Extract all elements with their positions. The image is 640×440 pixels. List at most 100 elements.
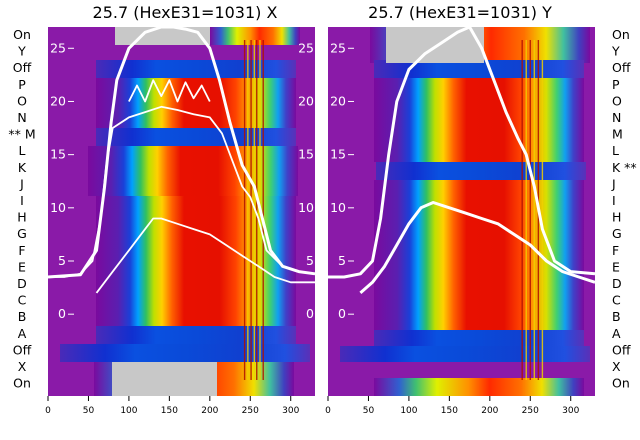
row-label-0: On bbox=[13, 27, 31, 42]
row-label-17: B bbox=[612, 309, 621, 324]
x-tick-label: 300 bbox=[562, 406, 579, 416]
x-tick-label: 150 bbox=[441, 406, 458, 416]
heatmap-band-4 bbox=[376, 162, 586, 180]
x-tick-label: 50 bbox=[83, 406, 95, 416]
y-tick-label: 25 bbox=[298, 40, 314, 55]
row-label-2: Off bbox=[612, 60, 631, 75]
x-tick-label: 200 bbox=[481, 406, 498, 416]
heatmap-band-4 bbox=[96, 128, 296, 146]
row-label-20: X bbox=[18, 359, 27, 374]
saturated-region bbox=[386, 27, 484, 63]
heatmap-band-5 bbox=[88, 146, 298, 196]
row-label-10: I bbox=[612, 193, 616, 208]
row-label-16: C bbox=[18, 293, 27, 308]
x-tick-label: 150 bbox=[161, 406, 178, 416]
row-label-6: ** M bbox=[8, 127, 35, 142]
heatmap-band-6 bbox=[96, 196, 296, 326]
y-tick-label: 5 bbox=[338, 253, 346, 268]
chart-title: 25.7 (HexE31=1031) Y bbox=[368, 3, 552, 22]
heatmap-band-2 bbox=[96, 60, 296, 78]
y-tick-label: 10 bbox=[330, 200, 346, 215]
heatmap-band-6 bbox=[374, 330, 584, 346]
row-label-9: J bbox=[19, 176, 24, 191]
row-label-17: B bbox=[18, 309, 27, 324]
row-label-1: Y bbox=[17, 44, 26, 59]
row-label-16: C bbox=[612, 293, 621, 308]
y-tick-label: 15 bbox=[330, 147, 346, 162]
y-tick-label: 5 bbox=[58, 253, 66, 268]
row-label-3: P bbox=[612, 77, 620, 92]
profile-curve-1 bbox=[47, 25, 316, 279]
row-label-5: N bbox=[612, 110, 621, 125]
row-label-8: K ** bbox=[612, 160, 637, 175]
x-tick-label: 300 bbox=[282, 406, 299, 416]
row-label-5: N bbox=[17, 110, 26, 125]
row-label-10: I bbox=[20, 193, 24, 208]
row-label-14: E bbox=[612, 259, 620, 274]
y-tick-label: 10 bbox=[50, 200, 66, 215]
row-label-15: D bbox=[17, 276, 27, 291]
row-label-12: G bbox=[17, 226, 27, 241]
heatmap-band-5 bbox=[374, 180, 584, 330]
row-label-4: O bbox=[612, 93, 622, 108]
row-label-9: J bbox=[611, 176, 616, 191]
row-label-21: On bbox=[13, 376, 31, 391]
row-label-4: O bbox=[17, 93, 27, 108]
row-label-15: D bbox=[612, 276, 622, 291]
row-label-11: H bbox=[612, 210, 621, 225]
row-label-11: H bbox=[17, 210, 26, 225]
y-tick-label: 20 bbox=[330, 93, 346, 108]
heatmap-band-3 bbox=[96, 78, 296, 128]
y-tick-label: 0 bbox=[58, 306, 66, 321]
heatmap-band-2 bbox=[374, 60, 584, 78]
row-label-8: K bbox=[18, 160, 27, 175]
row-label-14: E bbox=[18, 259, 26, 274]
x-tick-label: 0 bbox=[45, 406, 51, 416]
x-tick-label: 0 bbox=[325, 406, 331, 416]
heatmap-band-8 bbox=[60, 344, 310, 362]
profile-curve-3 bbox=[128, 79, 211, 103]
y-tick-label: 20 bbox=[298, 93, 314, 108]
row-label-6: M bbox=[612, 127, 623, 142]
row-label-1: Y bbox=[611, 44, 620, 59]
heatmap-band-7 bbox=[340, 346, 590, 362]
row-label-13: F bbox=[612, 243, 619, 258]
y-tick-label: 0 bbox=[306, 306, 314, 321]
saturated-region bbox=[112, 362, 217, 396]
y-tick-label: 15 bbox=[298, 147, 314, 162]
row-label-0: On bbox=[612, 27, 630, 42]
y-tick-label: 25 bbox=[50, 40, 66, 55]
row-label-18: A bbox=[18, 326, 27, 341]
x-tick-label: 250 bbox=[522, 406, 539, 416]
profile-curve-1 bbox=[359, 201, 596, 295]
x-tick-label: 100 bbox=[400, 406, 417, 416]
y-tick-label: 25 bbox=[330, 40, 346, 55]
row-label-21: On bbox=[612, 376, 630, 391]
y-tick-label: 10 bbox=[298, 200, 314, 215]
x-tick-label: 250 bbox=[242, 406, 259, 416]
saturated-region bbox=[115, 27, 210, 45]
row-label-2: Off bbox=[13, 60, 32, 75]
heatmap-band-1 bbox=[210, 27, 300, 45]
row-label-13: F bbox=[18, 243, 25, 258]
row-label-7: L bbox=[19, 143, 26, 158]
y-tick-label: 20 bbox=[50, 93, 66, 108]
profile-curve-0 bbox=[328, 25, 596, 279]
row-label-19: Off bbox=[612, 342, 631, 357]
y-tick-label: 15 bbox=[50, 147, 66, 162]
heatmap-band-7 bbox=[96, 326, 296, 344]
heatmap-band-8 bbox=[374, 378, 584, 396]
x-tick-label: 200 bbox=[201, 406, 218, 416]
x-tick-label: 100 bbox=[120, 406, 137, 416]
profile-curve-2 bbox=[95, 217, 315, 294]
heatmap-band-3 bbox=[374, 78, 584, 162]
row-label-18: A bbox=[612, 326, 621, 341]
row-label-7: L bbox=[612, 143, 619, 158]
y-tick-label: 5 bbox=[306, 253, 314, 268]
x-tick-label: 50 bbox=[363, 406, 375, 416]
row-label-19: Off bbox=[13, 342, 32, 357]
y-tick-label: 0 bbox=[338, 306, 346, 321]
chart-title: 25.7 (HexE31=1031) X bbox=[93, 3, 278, 22]
